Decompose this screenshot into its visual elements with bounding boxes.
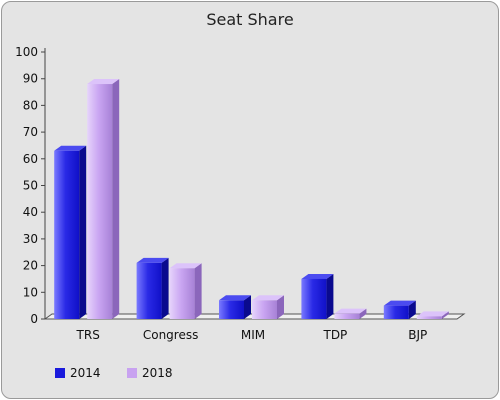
y-tick-label: 40 <box>23 205 38 219</box>
bar-side <box>194 263 202 319</box>
bar <box>136 262 162 319</box>
bar <box>169 268 195 319</box>
bar-side <box>441 311 449 319</box>
bar <box>87 84 113 319</box>
y-tick-label: 30 <box>23 232 38 246</box>
bar <box>416 316 442 319</box>
x-tick-label: MIM <box>241 328 265 342</box>
bar <box>383 305 409 319</box>
bar-side <box>359 308 367 319</box>
bar-top <box>54 145 87 151</box>
bar-top <box>87 79 120 85</box>
bar-top <box>252 295 284 301</box>
y-tick-label: 80 <box>23 98 38 112</box>
bar-side <box>112 79 120 319</box>
bar-top <box>219 295 251 301</box>
y-tick-label: 70 <box>23 125 38 139</box>
x-tick-label: TRS <box>76 328 100 342</box>
bar-top <box>416 311 449 317</box>
bar-top <box>136 257 169 263</box>
bar-side <box>326 273 334 319</box>
bar-top <box>334 308 367 314</box>
bar-top <box>169 263 202 269</box>
legend-label: 2018 <box>142 366 173 380</box>
bar <box>219 300 244 319</box>
x-tick-label: BJP <box>408 328 427 342</box>
y-tick-label: 0 <box>30 312 38 326</box>
bar <box>54 150 80 319</box>
legend-label: 2014 <box>70 366 101 380</box>
bar <box>252 300 277 319</box>
bar <box>334 313 360 319</box>
bar-side <box>408 300 416 319</box>
x-tick-label: Congress <box>143 328 199 342</box>
bar-top <box>383 300 416 306</box>
bar-side <box>79 145 87 319</box>
y-tick-label: 100 <box>15 45 38 59</box>
chart-title: Seat Share <box>206 10 293 29</box>
legend-swatch <box>127 368 137 378</box>
bar-side <box>244 295 251 319</box>
y-tick-label: 60 <box>23 152 38 166</box>
y-tick-label: 50 <box>23 179 38 193</box>
x-tick-label: TDP <box>322 328 347 342</box>
y-tick-label: 10 <box>23 285 38 299</box>
legend-swatch <box>55 368 65 378</box>
bar-side <box>277 295 284 319</box>
bar-side <box>161 257 169 319</box>
bar <box>301 278 327 319</box>
y-tick-label: 90 <box>23 72 38 86</box>
y-tick-label: 20 <box>23 259 38 273</box>
bar-top <box>301 273 334 279</box>
